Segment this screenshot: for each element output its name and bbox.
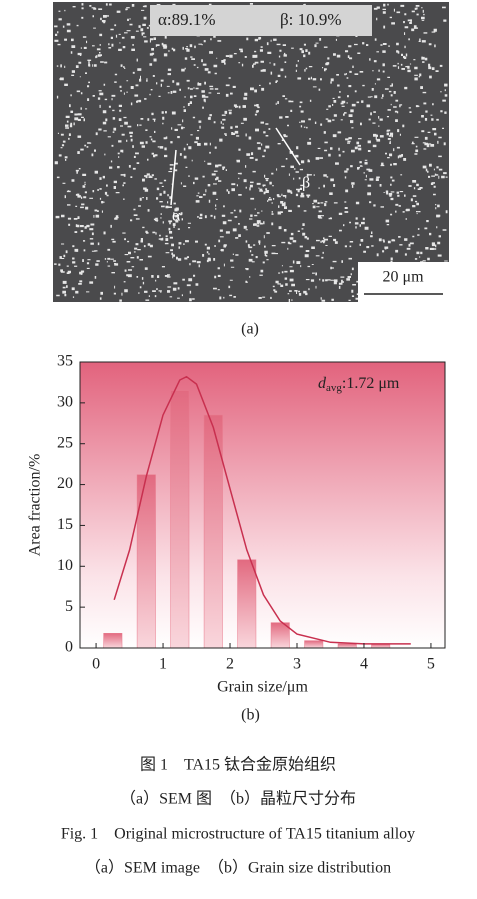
x-tick-label: 4 [360,656,368,673]
y-tick-label: 20 [57,475,73,492]
scale-label: 20 μm [382,269,424,286]
annotation-text: :1.72 μm [342,375,400,392]
annotation-subscript: avg [326,382,342,394]
fit-curve [113,375,411,645]
x-tick-label: 1 [159,656,167,673]
chart: 0 1 2 3 4 5 0 5 10 15 20 25 30 35 Grain size/μm Area fr… [27,353,446,724]
bar [237,559,257,649]
panel-label: (b) [241,707,260,724]
y-tick-label: 30 [57,394,73,411]
y-tick-label: 10 [57,557,73,574]
phase-alpha: α:89.1% [158,10,216,29]
y-axis-label: Area fraction/% [27,454,44,557]
caption-en-sub: （a）SEM image （b）Grain size distribution [85,859,391,877]
x-axis-label: Grain size/μm [217,679,308,696]
x-tick-label: 0 [92,656,100,673]
sem-texture [54,3,449,302]
plot-background [80,362,445,648]
y-tick-label: 15 [57,516,73,533]
y-tick-label: 0 [65,639,73,656]
bar [304,640,324,649]
bar [170,390,190,649]
caption-cn-title: 图 1 TA15 钛合金原始组织 [140,756,336,774]
panel-label: (a) [241,321,259,338]
pointer-beta: β [302,175,310,192]
y-tick-label: 5 [65,598,73,615]
plot-frame [79,361,446,649]
x-tick-label: 5 [427,656,435,673]
bar [136,474,156,649]
sem-image [53,2,449,302]
caption-cn-sub: （a）SEM 图 （b）晶粒尺寸分布 [120,790,356,808]
bar [337,643,357,649]
y-tick-label: 25 [57,434,73,451]
scale-box [358,262,449,302]
x-tick-label: 3 [293,656,301,673]
bar [103,633,123,649]
phase-box [150,5,372,36]
pointer-line [170,149,177,206]
annotation: davg:1.72 μm [318,375,400,394]
x-tick-label: 2 [226,656,234,673]
y-tick-label: 35 [57,353,73,370]
pointer-alpha: α [172,208,181,225]
pointer-line [275,127,301,166]
caption-en-title: Fig. 1 Original microstructure of TA15 t… [61,826,415,843]
annotation-symbol: d [318,375,327,392]
phase-beta: β: 10.9% [280,10,342,29]
